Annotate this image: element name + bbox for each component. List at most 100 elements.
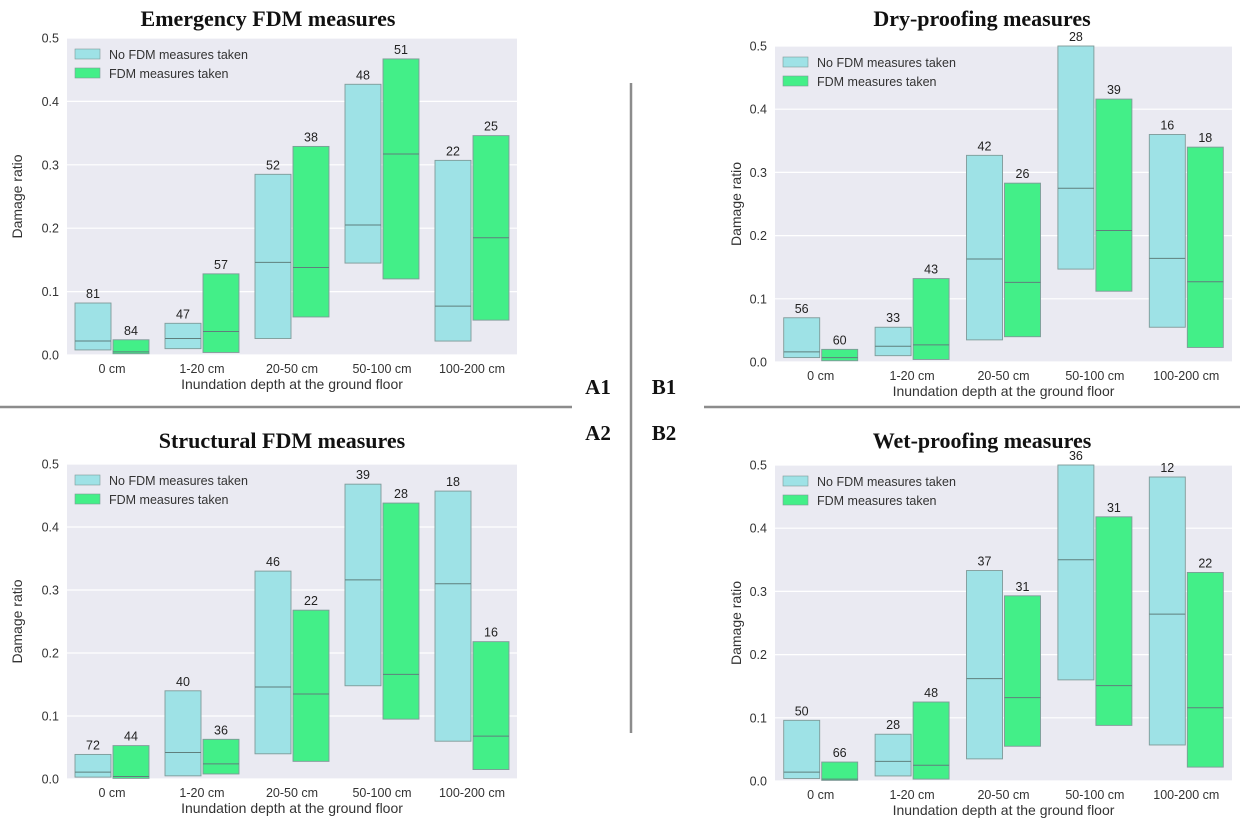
legend: No FDM measures taken FDM measures taken [782,56,956,89]
bar-no-fdm-4 [434,490,472,742]
chart-title: Wet-proofing measures [873,428,1092,453]
bar-fdm-2 [1004,595,1041,747]
count-label: 39 [1107,83,1121,97]
bar-no-fdm-2 [966,154,1003,341]
y-tick-label: 0.1 [42,710,59,724]
x-tick-label: 100-200 cm [1153,369,1219,383]
y-tick-label: 0.2 [750,229,767,243]
bar-no-fdm-4 [1148,476,1186,746]
legend-label: FDM measures taken [817,75,937,89]
x-tick-label: 1-20 cm [179,362,224,376]
count-label: 31 [1107,501,1121,515]
count-label: 22 [446,144,460,158]
count-label: 28 [394,487,408,501]
y-tick-label: 0.1 [42,285,59,299]
count-label: 18 [446,475,460,489]
count-label: 42 [978,139,992,153]
bar-fdm-3 [382,58,420,280]
count-label: 26 [1016,167,1030,181]
legend-swatch [74,474,101,486]
y-axis-label: Damage ratio [9,579,25,663]
bar-no-fdm-3 [344,83,382,264]
y-tick-label: 0.4 [750,522,767,536]
y-tick-label: 0.2 [750,648,767,662]
legend-swatch [782,56,809,68]
legend-swatch [782,494,809,506]
count-label: 40 [176,675,190,689]
x-tick-label: 0 cm [807,369,834,383]
legend-label: FDM measures taken [109,493,229,507]
x-tick-label: 0 cm [807,788,834,802]
count-label: 72 [86,738,100,752]
x-tick-label: 0 cm [98,362,125,376]
y-tick-label: 0.5 [42,458,59,472]
y-tick-label: 0.1 [750,292,767,306]
count-label: 28 [886,718,900,732]
bar-fdm-3 [1095,98,1133,292]
count-label: 22 [1198,556,1212,570]
y-tick-label: 0.5 [750,40,767,54]
bar-fdm-2 [1004,182,1041,338]
count-label: 47 [176,307,190,321]
panel-label-a1: A1 [585,375,611,399]
bar-no-fdm-1 [164,322,202,350]
count-label: 33 [886,311,900,325]
bar-fdm-4 [1186,571,1224,768]
count-label: 31 [1016,580,1030,594]
y-tick-label: 0.0 [42,773,59,787]
bar-no-fdm-1 [874,733,912,777]
bar-no-fdm-2 [966,570,1003,760]
bar-no-fdm-3 [1057,45,1095,270]
x-tick-label: 1-20 cm [890,788,935,802]
bar-no-fdm-1 [874,326,912,357]
count-label: 48 [924,686,938,700]
y-tick-label: 0.3 [42,158,59,172]
x-axis-label: Inundation depth at the ground floor [893,802,1115,818]
bar-fdm-4 [472,641,510,770]
panel-label-b2: B2 [652,421,677,445]
count-label: 37 [978,555,992,569]
bar-fdm-3 [1095,516,1133,726]
legend: No FDM measures taken FDM measures taken [74,48,248,81]
chart-a2: 0.0 0.1 0.2 0.3 0.4 0.5 72 40 46 39 18 44 36 22 28 16 0 … [9,428,517,816]
x-axis-label: Inundation depth at the ground floor [893,383,1115,399]
bar-no-fdm-0 [783,719,821,779]
x-tick-label: 100-200 cm [1153,788,1219,802]
count-label: 56 [795,302,809,316]
bar-no-fdm-1 [164,690,202,777]
count-label: 36 [1069,449,1083,463]
count-label: 57 [214,258,228,272]
count-label: 46 [266,555,280,569]
count-label: 50 [795,704,809,718]
y-axis-label: Damage ratio [728,162,744,246]
bar-fdm-3 [382,502,420,720]
count-label: 81 [86,287,100,301]
bar-no-fdm-3 [344,483,382,687]
y-axis-label: Damage ratio [9,154,25,238]
chart-title: Dry-proofing measures [873,6,1091,31]
bar-fdm-0 [112,745,150,779]
x-tick-label: 1-20 cm [890,369,935,383]
bar-no-fdm-0 [74,753,112,778]
bar-fdm-0 [821,348,859,362]
count-label: 51 [394,43,408,57]
y-tick-label: 0.1 [750,711,767,725]
y-tick-label: 0.2 [42,647,59,661]
x-axis-label: Inundation depth at the ground floor [181,800,403,816]
y-tick-label: 0.3 [750,166,767,180]
x-tick-label: 0 cm [98,786,125,800]
x-tick-label: 50-100 cm [1065,369,1124,383]
bar-fdm-2 [292,609,330,762]
bar-fdm-4 [1186,146,1224,348]
legend-label: No FDM measures taken [109,474,248,488]
count-label: 84 [124,324,138,338]
bar-fdm-1 [202,738,240,775]
bar-fdm-1 [912,278,950,360]
count-label: 16 [484,626,498,640]
count-label: 18 [1198,131,1212,145]
count-label: 25 [484,120,498,134]
x-tick-label: 20-50 cm [977,369,1029,383]
y-tick-label: 0.0 [42,349,59,363]
x-tick-label: 20-50 cm [266,362,318,376]
bar-no-fdm-0 [783,317,821,359]
